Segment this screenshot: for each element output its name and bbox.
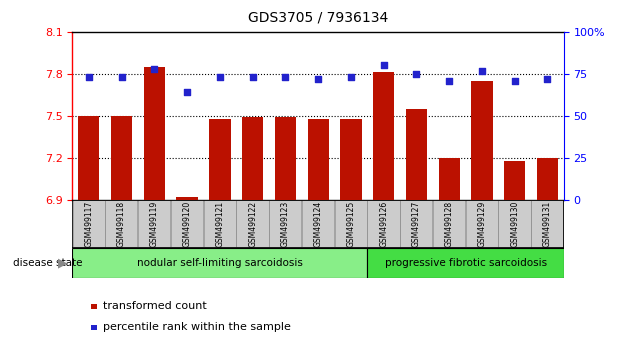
Point — [477, 68, 487, 73]
Text: ▶: ▶ — [59, 256, 68, 269]
Text: GSM499121: GSM499121 — [215, 201, 224, 247]
Point — [379, 63, 389, 68]
Bar — [504, 161, 525, 200]
Point — [149, 66, 159, 72]
Point — [215, 74, 225, 80]
Point — [411, 71, 421, 77]
Point — [444, 78, 454, 84]
Bar — [105, 200, 137, 247]
Text: GSM499129: GSM499129 — [478, 201, 486, 247]
Bar — [236, 200, 268, 247]
Bar — [111, 116, 132, 200]
Text: GSM499119: GSM499119 — [150, 201, 159, 247]
Point — [117, 74, 127, 80]
Bar — [176, 197, 198, 200]
Bar — [72, 248, 367, 278]
Text: GSM499125: GSM499125 — [346, 201, 355, 247]
Bar — [433, 200, 465, 247]
Text: GSM499130: GSM499130 — [510, 201, 519, 247]
Text: GSM499126: GSM499126 — [379, 201, 388, 247]
Text: GSM499117: GSM499117 — [84, 201, 93, 247]
Bar — [335, 200, 367, 247]
Bar — [531, 200, 563, 247]
Text: percentile rank within the sample: percentile rank within the sample — [103, 322, 291, 332]
Point — [84, 74, 94, 80]
Text: GSM499127: GSM499127 — [412, 201, 421, 247]
Bar — [242, 117, 263, 200]
Bar — [138, 200, 170, 247]
Bar — [275, 117, 296, 200]
Bar — [498, 200, 530, 247]
Text: GSM499123: GSM499123 — [281, 201, 290, 247]
Point — [346, 74, 356, 80]
Text: transformed count: transformed count — [103, 301, 207, 311]
Bar — [171, 200, 203, 247]
Bar — [78, 116, 100, 200]
Text: GDS3705 / 7936134: GDS3705 / 7936134 — [248, 11, 388, 25]
Bar — [373, 73, 394, 200]
Bar — [406, 109, 427, 200]
Bar — [209, 119, 231, 200]
Bar — [438, 158, 460, 200]
Text: GSM499131: GSM499131 — [543, 201, 552, 247]
Text: GSM499128: GSM499128 — [445, 201, 454, 247]
Text: GSM499122: GSM499122 — [248, 201, 257, 247]
Bar — [307, 119, 329, 200]
Bar — [466, 200, 498, 247]
Bar — [302, 200, 334, 247]
Point — [280, 74, 290, 80]
Bar — [72, 200, 105, 247]
Text: GSM499118: GSM499118 — [117, 201, 126, 247]
Bar — [471, 81, 493, 200]
Point — [542, 76, 553, 82]
Text: GSM499120: GSM499120 — [183, 201, 192, 247]
Point — [313, 76, 323, 82]
Text: GSM499124: GSM499124 — [314, 201, 323, 247]
Text: nodular self-limiting sarcoidosis: nodular self-limiting sarcoidosis — [137, 258, 303, 268]
Bar — [367, 200, 399, 247]
Bar — [269, 200, 301, 247]
Point — [248, 74, 258, 80]
Point — [510, 78, 520, 84]
Bar — [400, 200, 432, 247]
Text: disease state: disease state — [13, 258, 82, 268]
Bar — [340, 119, 362, 200]
Bar — [537, 158, 558, 200]
Bar — [144, 67, 165, 200]
Bar — [203, 200, 236, 247]
Point — [182, 90, 192, 95]
Text: progressive fibrotic sarcoidosis: progressive fibrotic sarcoidosis — [384, 258, 547, 268]
Bar — [367, 248, 564, 278]
